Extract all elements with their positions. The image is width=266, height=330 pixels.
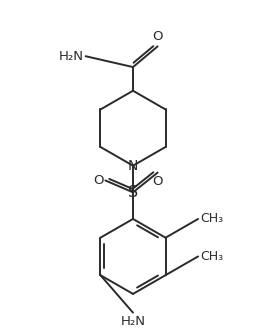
Text: O: O	[152, 30, 163, 44]
Text: N: N	[128, 159, 138, 173]
Text: H₂N: H₂N	[59, 50, 84, 63]
Text: S: S	[128, 185, 138, 200]
Text: O: O	[152, 175, 163, 187]
Text: CH₃: CH₃	[200, 213, 223, 225]
Text: O: O	[93, 174, 103, 187]
Text: H₂N: H₂N	[120, 314, 146, 328]
Text: CH₃: CH₃	[200, 250, 223, 263]
